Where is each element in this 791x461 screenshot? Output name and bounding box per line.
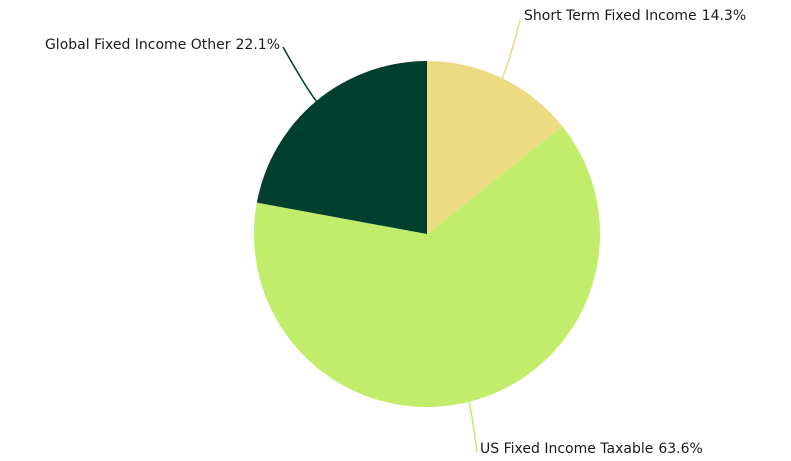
leader-line (467, 399, 478, 453)
slice-value: 14.3% (702, 8, 746, 24)
pie-slice (254, 126, 601, 407)
pie-slice (427, 61, 563, 234)
slice-label: US Fixed Income Taxable 63.6% (480, 441, 703, 457)
slice-label: Short Term Fixed Income 14.3% (524, 8, 746, 24)
pie-slice (256, 61, 427, 234)
slice-value: 22.1% (236, 37, 280, 53)
leader-line (500, 19, 521, 81)
slice-name: US Fixed Income Taxable (480, 441, 653, 457)
leader-line (282, 46, 319, 104)
slice-value: 63.6% (658, 441, 702, 457)
slice-name: Short Term Fixed Income (524, 8, 697, 24)
slice-name: Global Fixed Income Other (45, 37, 231, 53)
slice-label: Global Fixed Income Other 22.1% (45, 37, 280, 53)
